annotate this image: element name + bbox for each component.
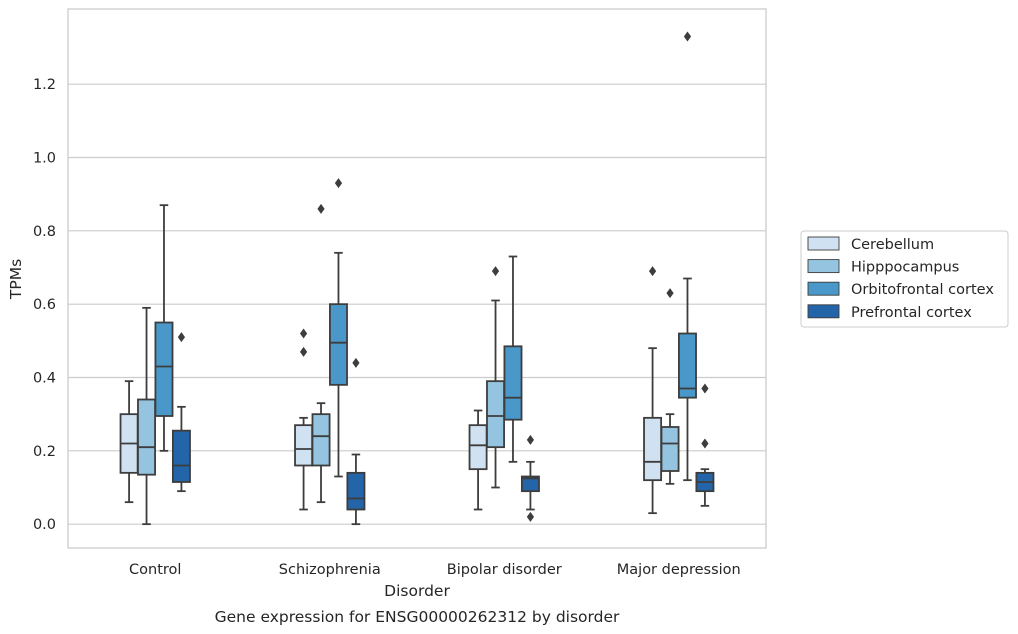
y-tick-label: 0.6 bbox=[33, 297, 56, 313]
box bbox=[468, 424, 488, 471]
y-tick-label: 0.8 bbox=[33, 224, 56, 240]
box bbox=[171, 429, 191, 483]
x-tick-label: Bipolar disorder bbox=[447, 562, 562, 578]
outlier-point bbox=[491, 266, 500, 277]
x-tick-labels: Control Schizophrenia Bipolar disorder Majo… bbox=[129, 562, 741, 578]
outlier-point bbox=[334, 178, 343, 189]
box bbox=[520, 475, 540, 493]
box-group bbox=[468, 409, 488, 511]
outlier-point bbox=[526, 434, 535, 445]
box-group bbox=[678, 31, 697, 482]
box bbox=[311, 413, 331, 467]
chart-caption: Gene expression for ENSG00000262312 by d… bbox=[215, 608, 620, 626]
box-group bbox=[660, 288, 680, 485]
x-axis-title: Disorder bbox=[384, 582, 450, 600]
outlier-point bbox=[701, 383, 709, 394]
box-group bbox=[119, 380, 139, 504]
outlier-point bbox=[299, 346, 308, 357]
box bbox=[154, 321, 174, 417]
outlier-point bbox=[526, 511, 535, 522]
y-tick-label: 1.0 bbox=[33, 151, 56, 167]
y-tick-label: 1.2 bbox=[33, 77, 56, 93]
x-tick-label: Major depression bbox=[617, 562, 741, 578]
box-group bbox=[311, 203, 331, 504]
box bbox=[503, 345, 523, 421]
outlier-point bbox=[666, 288, 674, 299]
box bbox=[294, 424, 314, 467]
legend-frame bbox=[800, 230, 1009, 328]
y-tick-label: 0.2 bbox=[33, 444, 56, 460]
y-tick-label: 0.0 bbox=[33, 517, 56, 533]
box-group bbox=[503, 255, 523, 463]
box-group bbox=[486, 266, 505, 489]
box bbox=[643, 416, 663, 482]
series-orbitofrontal-cortex bbox=[154, 31, 697, 482]
outlier-point bbox=[352, 357, 360, 368]
x-tick-label: Schizophrenia bbox=[279, 562, 381, 578]
legend-swatch bbox=[807, 281, 840, 296]
y-tick-label: 0.4 bbox=[33, 371, 56, 387]
y-axis-title: TPMs bbox=[7, 259, 25, 300]
legend-swatch bbox=[807, 304, 840, 319]
box-group bbox=[520, 434, 540, 522]
outlier-point bbox=[299, 328, 308, 339]
x-tick-label: Control bbox=[129, 562, 181, 578]
legend-label: Prefrontal cortex bbox=[851, 305, 972, 321]
plot-frame bbox=[67, 8, 767, 549]
box-series bbox=[119, 31, 715, 526]
outlier-point bbox=[317, 203, 325, 214]
series-cerebellum bbox=[119, 266, 663, 515]
outlier-point bbox=[648, 266, 657, 277]
legend: Cerebellum Hipppocampus Orbitofrontal cort… bbox=[800, 230, 1009, 328]
box bbox=[660, 426, 680, 472]
box-group bbox=[695, 383, 715, 507]
box bbox=[346, 471, 366, 511]
outlier-point bbox=[701, 438, 709, 449]
outlier-point bbox=[177, 332, 186, 343]
box bbox=[329, 303, 348, 386]
box-group bbox=[154, 204, 174, 452]
box-group bbox=[329, 178, 348, 478]
y-tick-labels: 0.0 0.2 0.4 0.6 0.8 1.0 1.2 bbox=[33, 77, 56, 533]
series-prefrontal-cortex bbox=[171, 332, 715, 526]
legend-label: Orbitofrontal cortex bbox=[851, 282, 994, 298]
outlier-point bbox=[683, 31, 692, 42]
legend-swatch bbox=[807, 236, 840, 251]
legend-label: Hipppocampus bbox=[851, 260, 959, 276]
box bbox=[137, 398, 156, 476]
legend-label: Cerebellum bbox=[851, 237, 934, 253]
box-group bbox=[137, 306, 156, 526]
series-hipppocampus bbox=[137, 203, 680, 526]
box-group bbox=[346, 357, 366, 526]
box bbox=[678, 332, 697, 399]
box-group bbox=[171, 332, 191, 493]
box bbox=[486, 380, 505, 449]
legend-swatch bbox=[807, 259, 840, 274]
